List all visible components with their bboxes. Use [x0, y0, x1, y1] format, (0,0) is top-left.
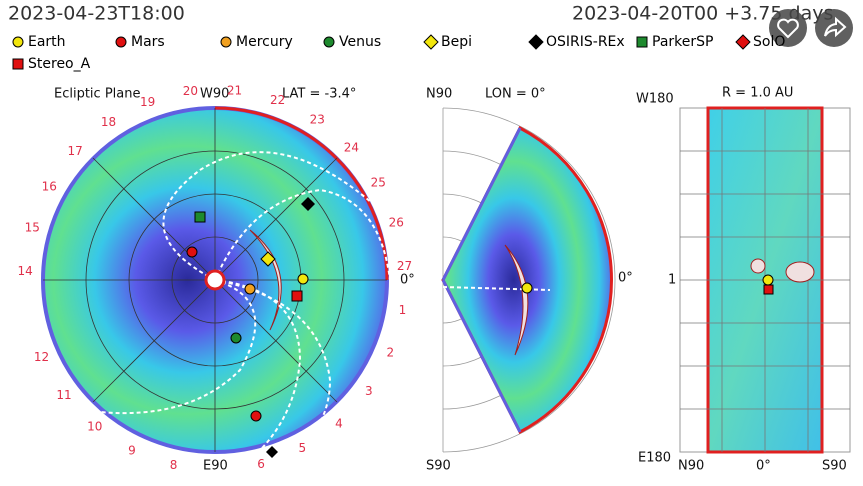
- legend-label: Venus: [339, 34, 381, 50]
- legend-marker: [636, 36, 648, 48]
- top-label: N90: [426, 87, 452, 102]
- carrington-label: 15: [25, 220, 40, 234]
- carrington-label: 14: [18, 264, 33, 278]
- carrington-label: 5: [299, 441, 307, 455]
- legend-item: Mars: [115, 34, 165, 50]
- carrington-label: 23: [310, 112, 325, 126]
- carrington-label: 3: [365, 384, 373, 398]
- date-left: 2023-04-23T18:00: [8, 3, 185, 25]
- legend-label: Earth: [28, 34, 66, 50]
- carrington-label: 9: [128, 443, 136, 457]
- legend-item: OSIRIS-REx: [528, 34, 625, 50]
- x-left-label: N90: [678, 459, 704, 474]
- legend: Earth Mars Mercury Venus Bepi OSIRIS-REx Parke…: [12, 34, 785, 72]
- legend-label: Stereo_A: [28, 56, 91, 72]
- radial-panel: W180 R = 1.0 AU E180 1 N90 0° S90: [636, 86, 851, 474]
- share-button[interactable]: [815, 9, 853, 47]
- legend-item: ParkerSP: [636, 34, 713, 50]
- legend-marker: [115, 36, 127, 48]
- top-label: W180: [636, 92, 674, 107]
- legend-marker: [220, 36, 232, 48]
- legend-item: Venus: [323, 34, 381, 50]
- legend-marker: [12, 58, 24, 70]
- carrington-label: 24: [344, 140, 359, 154]
- legend-marker: [12, 36, 24, 48]
- carrington-label: 12: [34, 350, 49, 364]
- carrington-label: 1: [399, 303, 407, 317]
- lon-label: LON = 0°: [485, 87, 546, 102]
- top-label: W90: [200, 87, 229, 102]
- carrington-label: 6: [257, 457, 265, 471]
- legend-label: OSIRIS-REx: [546, 34, 625, 50]
- carrington-label: 16: [42, 180, 57, 194]
- carrington-label: 25: [371, 175, 386, 189]
- carrington-label: 20: [183, 84, 198, 98]
- legend-marker: [528, 34, 544, 50]
- x-mid-label: 0°: [756, 459, 771, 474]
- legend-marker: [735, 34, 751, 50]
- date-right: 2023-04-20T00 +3.75 days: [572, 3, 833, 25]
- r-label: R = 1.0 AU: [722, 86, 793, 101]
- right-label: 0°: [618, 271, 633, 286]
- bottom-label: S90: [426, 459, 451, 474]
- ecliptic-panel: Ecliptic Plane W90 LAT = -3.4° E90 0° 12…: [18, 84, 415, 474]
- carrington-label: 10: [87, 420, 102, 434]
- legend-label: ParkerSP: [652, 34, 713, 50]
- carrington-label: 17: [67, 144, 82, 158]
- legend-item: SolO: [735, 34, 785, 50]
- carrington-label: 19: [140, 95, 155, 109]
- legend-label: Mars: [131, 34, 165, 50]
- carrington-label: 26: [389, 216, 404, 230]
- legend-item: Bepi: [423, 34, 472, 50]
- carrington-label: 21: [227, 84, 242, 98]
- legend-item: Stereo_A: [12, 56, 91, 72]
- carrington-label: 18: [101, 115, 116, 129]
- legend-item: Earth: [12, 34, 66, 50]
- bottom-label: E180: [638, 451, 671, 466]
- carrington-label: 4: [335, 417, 343, 431]
- legend-label: Mercury: [236, 34, 293, 50]
- carrington-label: 2: [387, 346, 395, 360]
- panel-title: Ecliptic Plane: [54, 87, 140, 102]
- meridional-panel: N90 LON = 0° S90 0°: [426, 87, 633, 474]
- legend-item: Mercury: [220, 34, 293, 50]
- legend-label: SolO: [753, 34, 785, 50]
- legend-marker: [323, 36, 335, 48]
- mid-label: 1: [668, 273, 676, 288]
- like-button[interactable]: [769, 9, 807, 47]
- x-right-label: S90: [822, 459, 847, 474]
- carrington-label: 22: [270, 93, 285, 107]
- carrington-label: 8: [170, 458, 178, 472]
- carrington-label: 27: [397, 259, 412, 273]
- bottom-label: E90: [203, 459, 228, 474]
- right-label: 0°: [400, 273, 415, 288]
- lat-label: LAT = -3.4°: [282, 87, 356, 102]
- carrington-label: 11: [56, 388, 71, 402]
- legend-marker: [423, 34, 439, 50]
- legend-label: Bepi: [441, 34, 472, 50]
